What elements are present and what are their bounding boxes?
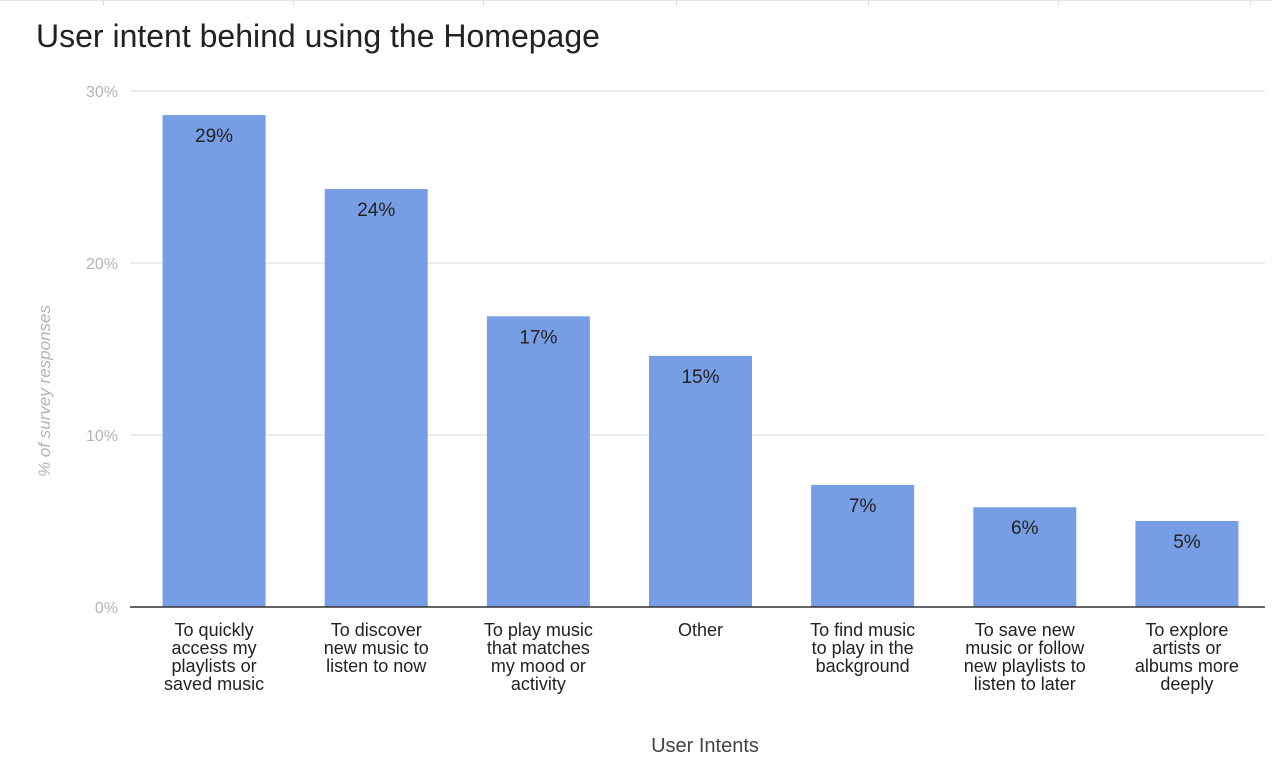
y-tick-label: 10%: [86, 428, 118, 445]
bar: [1135, 521, 1239, 607]
x-category-label: To save new: [975, 620, 1076, 640]
strip-tick: [868, 1, 869, 5]
bar: [811, 484, 915, 607]
strip-tick: [1058, 1, 1059, 5]
strip-tick: [1250, 1, 1251, 5]
x-category-label: listen to later: [974, 674, 1076, 694]
x-category-label: deeply: [1160, 674, 1213, 694]
strip-tick: [483, 1, 484, 5]
data-label: 6%: [1011, 518, 1039, 539]
x-category-label: background: [816, 656, 910, 676]
x-category-label: artists or: [1152, 638, 1221, 658]
top-gridline-strip: [0, 0, 1272, 5]
x-axis-label: User Intents: [651, 735, 759, 757]
x-category-label: playlists or: [172, 656, 257, 676]
x-category-label: access my: [172, 638, 257, 658]
x-category-label: To find music: [810, 620, 915, 640]
chart-title: User intent behind using the Homepage: [36, 18, 600, 54]
x-category-label: that matches: [487, 638, 590, 658]
strip-tick: [676, 1, 677, 5]
x-category-label: activity: [511, 674, 566, 694]
y-tick-label: 20%: [86, 256, 118, 273]
y-tick-label: 30%: [86, 84, 118, 101]
data-label: 15%: [681, 367, 719, 388]
bar: [486, 316, 590, 607]
x-category-label: new music to: [324, 638, 429, 658]
x-category-label: music or follow: [965, 638, 1085, 658]
x-category-label: to play in the: [812, 638, 914, 658]
bar: [973, 507, 1077, 607]
strip-tick: [293, 1, 294, 5]
x-category-label: To quickly: [175, 620, 254, 640]
data-label: 17%: [519, 327, 557, 348]
x-category-label: To explore: [1145, 620, 1228, 640]
data-label: 24%: [357, 200, 395, 221]
y-tick-label: 0%: [95, 600, 118, 617]
bar: [649, 355, 752, 607]
x-category-label: To discover: [331, 620, 422, 640]
data-label: 5%: [1173, 532, 1201, 553]
bar: [324, 189, 428, 608]
data-label: 7%: [849, 496, 877, 517]
x-category-label: my mood or: [491, 656, 586, 676]
x-category-label: To play music: [484, 620, 593, 640]
strip-tick: [103, 1, 104, 5]
x-category-label: saved music: [164, 674, 264, 694]
x-category-label: new playlists to: [964, 656, 1086, 676]
data-label: 29%: [195, 126, 233, 147]
x-category-label: Other: [678, 620, 723, 640]
x-category-label: albums more: [1135, 656, 1239, 676]
x-category-label: listen to now: [326, 656, 427, 676]
bar: [162, 115, 266, 607]
